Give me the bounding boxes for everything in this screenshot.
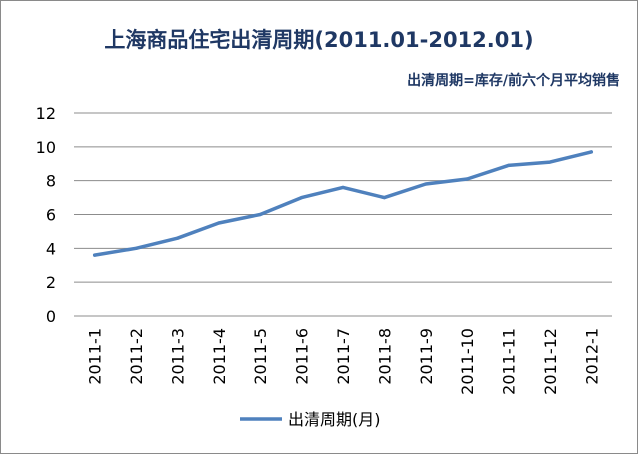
x-tick-label: 2012-1 — [582, 328, 601, 385]
data-point — [465, 177, 469, 181]
y-tick-label: 2 — [46, 273, 56, 292]
x-axis-ticks: 2011-1 2011-2 2011-3 2011-4 2011-5 2011-6 2011… — [86, 328, 602, 395]
data-point — [134, 246, 138, 250]
x-tick-label: 2011-10 — [458, 328, 477, 395]
y-tick-label: 8 — [46, 172, 56, 191]
data-point — [548, 160, 552, 164]
chart-subtitle: 出清周期=库存/前六个月平均销售 — [407, 73, 620, 89]
x-tick-label: 2011-4 — [210, 328, 229, 385]
series-points — [93, 150, 593, 257]
x-tick-label: 2011-8 — [375, 328, 394, 385]
x-tick-label: 2011-2 — [127, 328, 146, 385]
y-axis-ticks: 0 2 4 6 8 10 12 — [36, 104, 56, 326]
data-point — [341, 185, 345, 190]
y-tick-label: 6 — [46, 206, 56, 225]
data-point — [424, 182, 428, 186]
x-tick-label: 2011-3 — [168, 328, 187, 385]
data-point — [506, 163, 511, 168]
data-point — [217, 221, 221, 225]
y-tick-label: 10 — [36, 138, 56, 157]
series-line — [92, 150, 594, 257]
grid-lines — [74, 112, 612, 317]
data-point — [93, 253, 97, 257]
data-point — [300, 195, 304, 200]
data-point — [258, 212, 262, 217]
data-point — [589, 150, 593, 154]
x-tick-label: 2011-7 — [334, 328, 353, 385]
x-tick-label: 2011-5 — [251, 328, 270, 385]
x-tick-label: 2011-6 — [293, 328, 312, 385]
y-tick-label: 4 — [46, 239, 56, 258]
x-tick-label: 2011-1 — [86, 328, 105, 385]
chart-title: 上海商品住宅出清周期(2011.01-2012.01) — [104, 28, 534, 52]
data-point — [175, 236, 180, 240]
y-tick-label: 12 — [36, 104, 56, 123]
data-point — [382, 195, 386, 200]
legend-label: 出清周期(月) — [288, 410, 381, 429]
x-tick-label: 2011-12 — [541, 328, 560, 395]
x-tick-label: 2011-9 — [417, 328, 436, 385]
legend: 出清周期(月) — [240, 410, 381, 429]
x-tick-label: 2011-11 — [500, 328, 519, 395]
y-tick-label: 0 — [46, 307, 56, 326]
